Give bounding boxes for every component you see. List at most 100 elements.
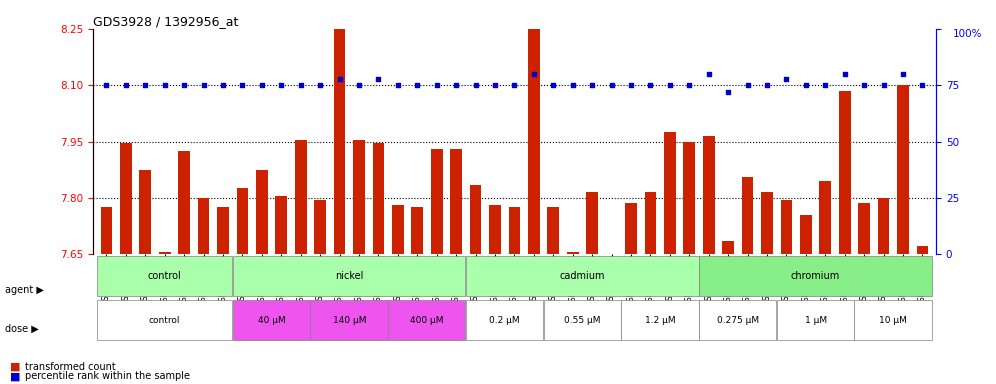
Bar	[237, 188, 248, 254]
Bar	[509, 207, 520, 254]
Point	[506, 82, 522, 88]
Bar	[548, 207, 559, 254]
Point	[604, 82, 620, 88]
Bar	[139, 170, 151, 254]
Bar	[839, 91, 851, 254]
Bar	[489, 205, 501, 254]
FancyBboxPatch shape	[97, 256, 232, 296]
Text: chromium: chromium	[791, 271, 841, 281]
Bar	[178, 151, 190, 254]
Point	[526, 71, 542, 77]
FancyBboxPatch shape	[466, 256, 698, 296]
Text: 400 μM: 400 μM	[410, 316, 444, 324]
Point	[409, 82, 425, 88]
Point	[623, 82, 639, 88]
Bar	[800, 215, 812, 254]
Text: 0.55 μM: 0.55 μM	[564, 316, 601, 324]
Bar	[916, 247, 928, 254]
FancyBboxPatch shape	[311, 300, 387, 340]
Bar	[877, 198, 889, 254]
Point	[428, 82, 444, 88]
Point	[895, 71, 911, 77]
Text: transformed count: transformed count	[25, 362, 116, 372]
Bar	[256, 170, 268, 254]
FancyBboxPatch shape	[777, 300, 854, 340]
Text: 140 μM: 140 μM	[333, 316, 366, 324]
Point	[875, 82, 891, 88]
Text: 0.275 μM: 0.275 μM	[717, 316, 759, 324]
FancyBboxPatch shape	[233, 256, 465, 296]
Bar	[198, 198, 209, 254]
FancyBboxPatch shape	[855, 300, 932, 340]
Point	[118, 82, 133, 88]
Point	[215, 82, 231, 88]
Text: dose ▶: dose ▶	[5, 323, 39, 333]
Point	[837, 71, 853, 77]
Text: control: control	[149, 316, 180, 324]
Point	[914, 82, 930, 88]
Point	[779, 76, 795, 82]
FancyBboxPatch shape	[699, 300, 776, 340]
Bar	[781, 200, 792, 254]
Bar	[158, 252, 170, 254]
Point	[467, 82, 483, 88]
Point	[156, 82, 172, 88]
Bar	[742, 177, 753, 254]
Bar	[373, 143, 384, 254]
Text: ■: ■	[10, 371, 21, 381]
Bar	[101, 207, 113, 254]
Bar	[450, 149, 462, 254]
Text: 40 μM: 40 μM	[258, 316, 286, 324]
Text: GDS3928 / 1392956_at: GDS3928 / 1392956_at	[93, 15, 238, 28]
Bar	[761, 192, 773, 254]
Text: 1 μM: 1 μM	[805, 316, 827, 324]
Point	[332, 76, 348, 82]
Point	[565, 82, 581, 88]
Text: 10 μM: 10 μM	[879, 316, 907, 324]
Text: cadmium: cadmium	[560, 271, 606, 281]
Text: percentile rank within the sample: percentile rank within the sample	[25, 371, 190, 381]
Bar	[334, 25, 346, 254]
Point	[662, 82, 678, 88]
Bar	[354, 140, 365, 254]
Bar	[703, 136, 714, 254]
Point	[137, 82, 153, 88]
Text: control: control	[147, 271, 181, 281]
Bar	[859, 203, 870, 254]
Text: ■: ■	[10, 362, 21, 372]
Bar	[587, 192, 598, 254]
Point	[234, 82, 250, 88]
Point	[681, 82, 697, 88]
Point	[585, 82, 601, 88]
Point	[857, 82, 872, 88]
FancyBboxPatch shape	[544, 300, 621, 340]
Text: 1.2 μM: 1.2 μM	[644, 316, 675, 324]
Point	[195, 82, 211, 88]
Bar	[295, 140, 307, 254]
Bar	[683, 142, 695, 254]
Point	[293, 82, 309, 88]
Bar	[820, 181, 831, 254]
Bar	[644, 192, 656, 254]
Text: 100%: 100%	[953, 29, 982, 39]
Text: 0.2 μM: 0.2 μM	[489, 316, 520, 324]
Bar	[664, 132, 675, 254]
FancyBboxPatch shape	[233, 300, 310, 340]
Point	[487, 82, 503, 88]
Bar	[411, 207, 423, 254]
Point	[351, 82, 367, 88]
Point	[273, 82, 289, 88]
FancyBboxPatch shape	[466, 300, 543, 340]
Point	[740, 82, 756, 88]
Bar	[315, 200, 326, 254]
Bar	[625, 203, 636, 254]
Point	[818, 82, 834, 88]
Bar	[470, 185, 481, 254]
Point	[312, 82, 328, 88]
Point	[99, 82, 115, 88]
Point	[546, 82, 562, 88]
Point	[720, 89, 736, 95]
FancyBboxPatch shape	[699, 256, 932, 296]
Text: nickel: nickel	[335, 271, 364, 281]
Bar	[722, 241, 734, 254]
